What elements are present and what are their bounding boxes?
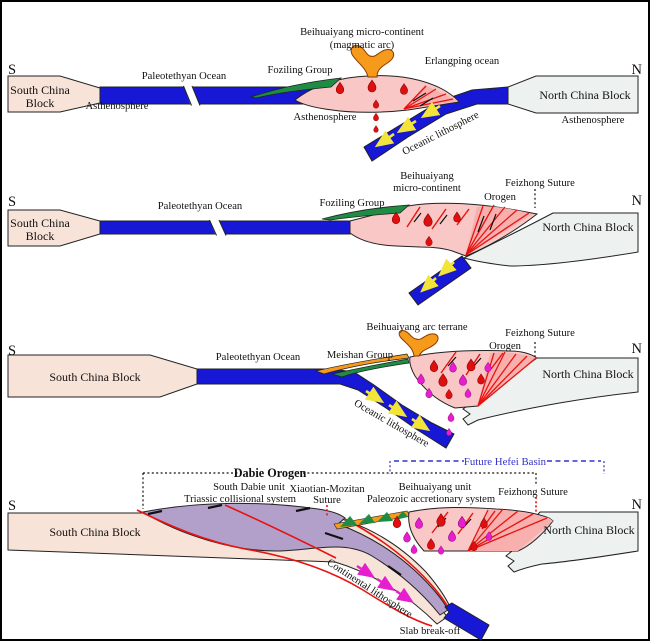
label-foziling-group: Foziling Group: [267, 65, 332, 76]
label-north-china: North China Block: [539, 88, 630, 102]
label-beihuaiyang-1: Beihuaiyang: [400, 171, 454, 182]
label-erlangping-ocean: Erlangping ocean: [425, 56, 500, 67]
label-south-china-1: South China: [10, 83, 70, 97]
slab-motion-arrows: [420, 258, 457, 293]
label-beihuaiyang-2: micro-continent: [393, 183, 461, 194]
label-asthenosphere-right: Asthenosphere: [562, 115, 625, 126]
north-china-block-shape: [462, 212, 639, 267]
label-orogen: Orogen: [484, 192, 516, 203]
accreted-meishan-green-teeth: [340, 511, 408, 527]
south-marker: S: [8, 194, 16, 210]
north-marker: N: [632, 62, 643, 78]
label-beihuaiyang-microcontinent: Beihuaiyang micro-continent: [300, 27, 424, 38]
label-asthenosphere-mid: Asthenosphere: [294, 112, 357, 123]
label-orogen: Orogen: [489, 341, 521, 352]
south-china-block-shape: [7, 75, 101, 113]
label-feizhong-suture: Feizhong Suture: [505, 178, 575, 189]
south-marker: S: [8, 343, 16, 359]
north-marker: N: [632, 193, 643, 209]
slab-motion-arrows-magenta: [356, 562, 414, 603]
label-future-hefei-basin: Future Hefei Basin: [464, 456, 547, 468]
fan-fault-lines: [465, 204, 530, 256]
label-north-china: North China Block: [543, 523, 634, 537]
label-south-dabie-1: South Dabie unit: [213, 482, 285, 493]
label-feizhong-suture: Feizhong Suture: [498, 487, 568, 498]
dabie-orogen-bracket: [142, 472, 537, 509]
label-south-china-1: South China: [10, 216, 70, 230]
volcano-icon: [398, 330, 439, 357]
south-marker: S: [8, 62, 16, 78]
label-magmatic-arc: (magmatic arc): [330, 40, 395, 51]
label-asthenosphere-left: Asthenosphere: [86, 101, 149, 112]
volcano-icon: [350, 45, 395, 78]
label-south-dabie-2: Triassic collisional system: [184, 494, 297, 505]
label-north-china: North China Block: [542, 220, 633, 234]
panel-a: S N Beihuaiyang micro-continent (magmati…: [7, 27, 643, 162]
fan-fault-lines: [477, 351, 537, 407]
meishan-group-green-sliver: [331, 358, 410, 378]
label-paleotethyan-ocean: Paleotethyan Ocean: [158, 201, 243, 212]
label-north-china: North China Block: [542, 367, 633, 381]
ocean-gap-break: [209, 219, 226, 236]
label-foziling-group: Foziling Group: [319, 198, 384, 209]
ocean-gap-break: [183, 85, 200, 106]
label-feizhong-suture: Feizhong Suture: [505, 328, 575, 339]
suture-dotted-lines: [326, 497, 537, 517]
label-beihuaiyang-unit-1: Beihuaiyang unit: [399, 482, 472, 493]
south-china-block-shape: [7, 209, 101, 247]
label-beihuaiyang-unit-2: Paleozoic accretionary system: [367, 494, 496, 505]
label-south-china: South China Block: [49, 525, 140, 539]
label-south-china-2: Block: [26, 229, 55, 243]
label-south-china: South China Block: [49, 370, 140, 384]
accretion-fan: [404, 85, 458, 109]
label-beihuaiyang-arc-terrane: Beihuaiyang arc terrane: [366, 322, 467, 333]
thrust-ticks: [147, 503, 402, 576]
panel-b: S N Beihuaiyang micro-continent Feizhong…: [7, 171, 643, 306]
north-china-block-shape: [507, 75, 639, 114]
slab-motion-arrows: [364, 386, 431, 432]
fan-thrust-ticks: [477, 213, 497, 233]
label-meishan-group: Meishan Group: [327, 350, 393, 361]
label-south-china-2: Block: [26, 96, 55, 110]
panel-c: S N Beihuaiyang arc terrane Feizhong Sut…: [7, 322, 643, 450]
label-xiaotian-1: Xiaotian-Mozitan: [289, 484, 365, 495]
slab-motion-arrows: [374, 101, 441, 148]
dike-ticks: [413, 212, 448, 225]
thrust-and-suture-red-lines: [136, 504, 451, 627]
foziling-group-wedge: [249, 77, 343, 99]
foziling-group-wedge: [321, 204, 411, 221]
meishan-group-orange-sliver: [314, 353, 410, 375]
label-xiaotian-2: Suture: [313, 495, 341, 506]
paleotethyan-ocean-slab: [99, 220, 351, 235]
label-dabie-orogen: Dabie Orogen: [234, 466, 307, 480]
south-dabie-unit-wedge: [141, 502, 449, 616]
label-paleotethyan-ocean: Paleotethyan Ocean: [216, 352, 301, 363]
dike-lines: [406, 206, 470, 230]
broken-off-slab: [443, 602, 490, 641]
south-marker: S: [8, 498, 16, 514]
north-marker: N: [632, 497, 643, 513]
label-paleotethyan-ocean: Paleotethyan Ocean: [142, 71, 227, 82]
label-slab-breakoff: Slab break-off: [400, 626, 461, 637]
future-hefei-basin-bracket: [389, 460, 605, 474]
north-marker: N: [632, 341, 643, 357]
